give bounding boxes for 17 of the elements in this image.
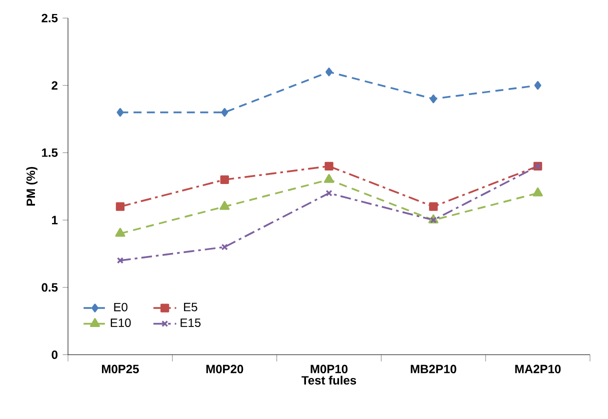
- y-tick-label: 0: [52, 350, 58, 359]
- legend-label: E15: [180, 318, 201, 327]
- x-tick-label: M0P25: [102, 364, 139, 374]
- y-tick-label: 0.5: [42, 283, 58, 292]
- x-tick-label: M0P20: [206, 364, 244, 374]
- y-tick-label: 1.5: [42, 148, 58, 157]
- y-axis-title: PM (%): [26, 167, 38, 206]
- legend-label: E5: [184, 302, 198, 312]
- legend-label: E0: [114, 302, 128, 312]
- x-axis-title: Test fules: [302, 376, 356, 385]
- y-tick-label: 2.5: [42, 14, 58, 22]
- y-tick-label: 2: [52, 81, 58, 90]
- x-tick-label: MA2P10: [515, 364, 561, 374]
- x-tick-label: MB2P10: [410, 364, 456, 374]
- legend-label: E10: [110, 318, 131, 328]
- x-tick-label: M0P10: [310, 364, 348, 374]
- y-tick-label: 1: [52, 216, 58, 224]
